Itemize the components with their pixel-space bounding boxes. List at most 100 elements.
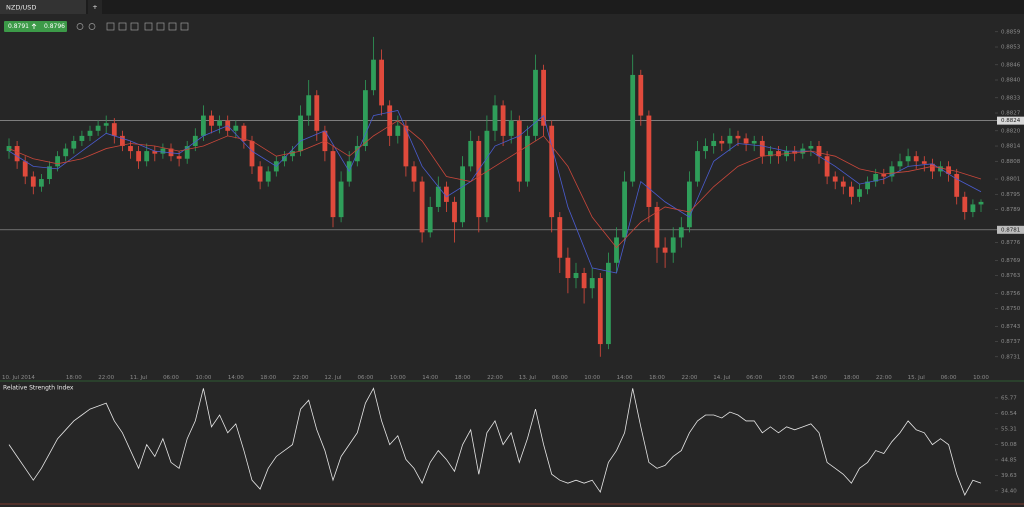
- candle-body: [808, 146, 814, 149]
- y-tick-label: 65.77: [1001, 395, 1017, 401]
- candle-body: [630, 74, 636, 182]
- candle-body: [857, 189, 862, 197]
- x-tick-label: 06:00: [163, 375, 179, 381]
- candle-body: [22, 161, 28, 177]
- ask-price[interactable]: 0.8796: [44, 23, 65, 30]
- screenshot-button[interactable]: [168, 22, 177, 31]
- y-tick-label: 0.8827: [1001, 111, 1021, 117]
- candle-body: [160, 148, 166, 154]
- candle-body: [962, 196, 968, 213]
- candle-body: [873, 173, 879, 182]
- x-tick-label: 18:00: [66, 375, 82, 381]
- candle-body: [735, 135, 741, 139]
- candle-body: [759, 140, 765, 157]
- candle-body: [865, 181, 870, 190]
- candle-body: [678, 227, 684, 238]
- template-button[interactable]: [156, 22, 165, 31]
- candle-body: [703, 146, 708, 152]
- candle-body: [6, 146, 12, 152]
- chart-type-button[interactable]: [106, 22, 115, 31]
- x-tick-label: 10:00: [779, 375, 795, 381]
- y-tick-label: 0.8833: [1001, 95, 1021, 101]
- x-tick-label: 06:00: [746, 375, 762, 381]
- x-tick-label: 18:00: [843, 375, 859, 381]
- y-tick-label: 50.08: [1001, 442, 1017, 448]
- candle-body: [168, 148, 174, 157]
- candle-body: [930, 163, 935, 172]
- candle-body: [654, 206, 660, 248]
- y-tick-label: 0.8840: [1001, 78, 1021, 84]
- y-tick-label: 0.8820: [1001, 128, 1021, 134]
- x-tick-label: 18:00: [260, 375, 276, 381]
- tab-title[interactable]: NZD/USD: [6, 4, 36, 12]
- y-tick-label: 55.31: [1001, 426, 1017, 432]
- candle-body: [419, 181, 425, 233]
- add-tab-button[interactable]: [88, 0, 102, 14]
- drawing-button[interactable]: [130, 22, 139, 31]
- candle-body: [768, 151, 773, 157]
- x-tick-label: 10. Jul 2014: [2, 375, 35, 381]
- candle-body: [881, 173, 887, 177]
- y-tick-label: 0.8846: [1001, 62, 1021, 68]
- candle-body: [435, 186, 441, 207]
- candle-body: [597, 278, 603, 345]
- x-tick-label: 18:00: [455, 375, 471, 381]
- x-tick-label: 11. Jul: [130, 375, 148, 381]
- candle-body: [192, 135, 198, 147]
- candle-body: [751, 140, 757, 144]
- x-tick-label: 22:00: [487, 375, 503, 381]
- candle-body: [606, 262, 611, 345]
- zoom-out-button[interactable]: [88, 23, 96, 30]
- candle-body: [719, 140, 725, 144]
- candle-body: [47, 166, 52, 180]
- candle-body: [525, 135, 530, 182]
- candle-body: [954, 173, 960, 197]
- candle-body: [687, 181, 692, 228]
- candle-body: [363, 90, 368, 147]
- candle-body: [533, 69, 538, 136]
- candle-body: [95, 125, 101, 131]
- candle-body: [541, 69, 546, 126]
- candle-body: [849, 186, 854, 197]
- add-tab-label[interactable]: +: [92, 3, 97, 11]
- candle-body: [889, 166, 895, 177]
- candle-body: [371, 59, 376, 91]
- candle-body: [840, 181, 846, 187]
- candle-body: [638, 74, 644, 116]
- candle-body: [176, 156, 182, 159]
- pen-button[interactable]: [180, 22, 189, 31]
- price-level-box: [997, 225, 1024, 234]
- candle-body: [792, 151, 798, 154]
- price-level-label: 0.8781: [1001, 227, 1020, 233]
- candle-body: [387, 105, 393, 136]
- candle-body: [978, 201, 984, 205]
- quote-box[interactable]: [4, 21, 67, 32]
- candle-body: [111, 123, 117, 136]
- candle-body: [282, 156, 287, 162]
- y-tick-label: 0.8737: [1001, 339, 1021, 345]
- x-tick-label: 10:00: [584, 375, 600, 381]
- candle-body: [500, 105, 506, 136]
- candle-body: [565, 257, 571, 279]
- tab[interactable]: [0, 0, 86, 14]
- y-tick-label: 0.8801: [1001, 177, 1020, 183]
- candle-body: [120, 135, 125, 147]
- candle-body: [241, 125, 247, 141]
- candle-body: [217, 120, 222, 126]
- candle-body: [427, 206, 433, 233]
- bid-price[interactable]: 0.8791: [8, 23, 29, 30]
- x-tick-label: 22:00: [681, 375, 697, 381]
- indicator-button[interactable]: [118, 22, 127, 31]
- x-tick-label: 15. Jul: [908, 375, 926, 381]
- indicator-line: [8, 387, 982, 496]
- candle-body: [338, 181, 344, 218]
- y-tick-label: 34.40: [1001, 488, 1017, 494]
- y-tick-label: 0.8853: [1001, 45, 1021, 51]
- zoom-in-button[interactable]: [76, 23, 84, 30]
- y-tick-label: 0.8750: [1001, 306, 1021, 312]
- candle-body: [913, 156, 919, 162]
- y-tick-label: 0.8789: [1001, 207, 1021, 213]
- candle-body: [589, 278, 595, 289]
- settings-button[interactable]: [144, 22, 153, 31]
